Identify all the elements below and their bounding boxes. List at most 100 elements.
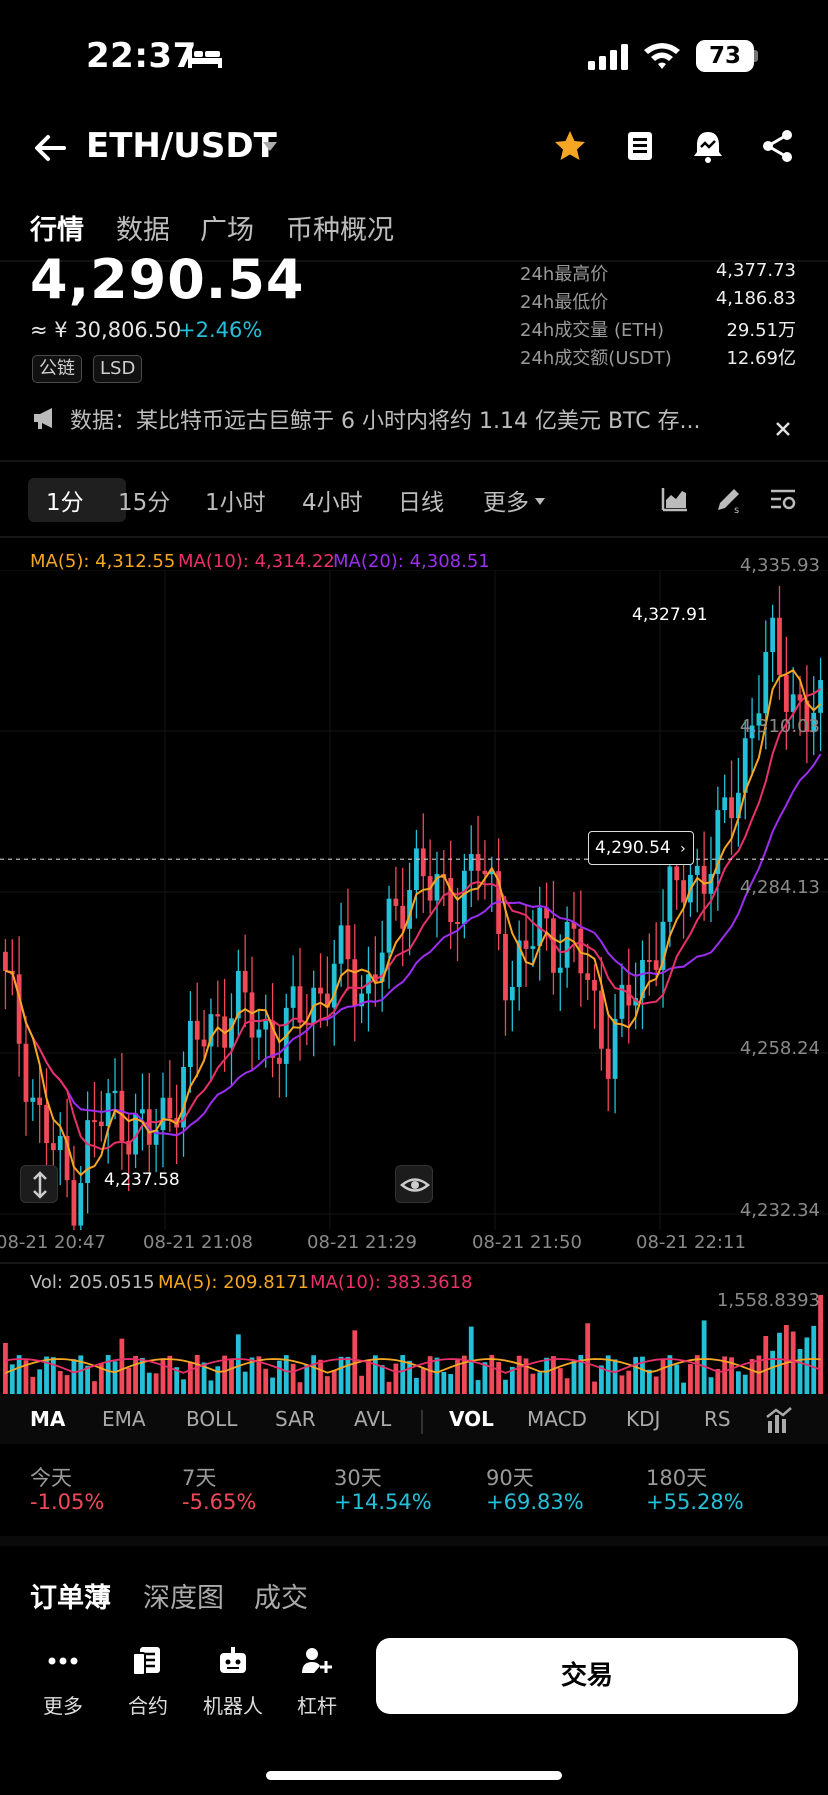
volume-bar — [242, 1371, 248, 1395]
volume-ma5-legend: MA(5): 209.8171 — [158, 1272, 310, 1293]
tab-order-book[interactable]: 订单薄 — [30, 1583, 111, 1614]
candle-body — [653, 960, 659, 970]
indicator-avl[interactable]: AVL — [354, 1407, 392, 1431]
indicator-macd[interactable]: MACD — [527, 1407, 587, 1431]
interval-1d[interactable]: 日线 — [398, 490, 444, 516]
volume-bar — [653, 1376, 659, 1395]
candle-body — [585, 973, 591, 980]
leverage-icon[interactable] — [300, 1645, 334, 1677]
indicator-ma[interactable]: MA — [30, 1407, 66, 1431]
volume-bar — [126, 1367, 132, 1395]
candle-body — [345, 925, 351, 960]
candle-body — [277, 1057, 282, 1064]
indicator-settings-icon[interactable] — [764, 1405, 794, 1435]
volume-bar — [544, 1357, 549, 1395]
volume-bar — [592, 1381, 597, 1395]
volume-bar — [777, 1332, 782, 1395]
trade-button[interactable]: 交易 — [376, 1638, 798, 1714]
volume-bar — [770, 1350, 776, 1395]
visibility-toggle-button[interactable] — [395, 1165, 433, 1203]
interval-1m[interactable]: 1分 — [46, 490, 84, 516]
interval-4h[interactable]: 4小时 — [302, 490, 363, 516]
news-ticker[interactable]: 数据：某比特币远古巨鲸于 6 小时内将约 1.14 亿美元 BTC 存... — [70, 409, 701, 434]
zoom-toggle-button[interactable] — [20, 1165, 58, 1203]
chevron-down-icon[interactable] — [534, 496, 546, 506]
favorite-star-icon[interactable] — [552, 128, 588, 164]
candle-body — [167, 1097, 173, 1119]
robot-icon[interactable] — [216, 1645, 250, 1677]
candle-body — [64, 1136, 70, 1181]
volume-bar — [85, 1365, 91, 1395]
perf-value: +69.83% — [486, 1490, 584, 1514]
candle-body — [434, 874, 440, 901]
candle-body — [112, 1090, 118, 1094]
indicator-kdj[interactable]: KDJ — [626, 1407, 661, 1431]
tab-data[interactable]: 数据 — [116, 215, 170, 246]
indicator-ema[interactable]: EMA — [102, 1407, 146, 1431]
volume-bar — [578, 1355, 584, 1395]
candle-body — [215, 1014, 221, 1017]
candle-body — [804, 700, 810, 732]
interval-more[interactable]: 更多 — [483, 490, 529, 516]
tab-square[interactable]: 广场 — [200, 215, 254, 246]
indicator-sar[interactable]: SAR — [275, 1407, 316, 1431]
volume-bar — [742, 1374, 748, 1395]
volume-bar — [229, 1358, 234, 1395]
nav-bots-label[interactable]: 机器人 — [203, 1694, 263, 1718]
candle-body — [44, 1105, 49, 1144]
draw-pen-icon[interactable]: s — [714, 484, 744, 514]
volume-bar — [194, 1355, 200, 1395]
back-arrow-icon[interactable] — [30, 128, 70, 168]
interval-15m[interactable]: 15分 — [118, 490, 171, 516]
nav-leverage-label[interactable]: 杠杆 — [297, 1694, 337, 1718]
contract-icon[interactable] — [130, 1645, 164, 1677]
close-icon[interactable] — [774, 420, 792, 438]
volume-bar — [455, 1358, 460, 1395]
tab-trades[interactable]: 成交 — [254, 1583, 308, 1614]
volume-bar — [427, 1356, 433, 1395]
chevron-right-icon: › — [680, 841, 686, 857]
cellular-signal-icon — [588, 44, 628, 70]
notes-icon[interactable] — [622, 128, 658, 164]
candle-body — [400, 905, 406, 929]
candle-body — [85, 1120, 91, 1184]
chart-settings-icon[interactable] — [768, 484, 798, 514]
x-tick-label: 08-21 21:50 — [472, 1232, 582, 1253]
candle-body — [57, 1136, 63, 1151]
candlestick-chart[interactable] — [0, 570, 828, 1230]
candle-body — [735, 792, 741, 819]
volume-bar — [735, 1371, 741, 1395]
price-alert-bell-icon[interactable] — [690, 128, 726, 164]
tab-coin-overview[interactable]: 币种概况 — [286, 215, 394, 246]
more-dots-icon[interactable] — [46, 1645, 80, 1677]
candle-body — [715, 810, 721, 874]
volume-bar — [715, 1369, 721, 1395]
volume-bar — [701, 1320, 707, 1395]
volume-bar — [790, 1331, 796, 1395]
candle-body — [290, 986, 296, 1008]
indicator-vol[interactable]: VOL — [449, 1407, 494, 1431]
volume-bar — [461, 1355, 467, 1395]
last-price: 4,290.54 — [30, 248, 305, 311]
candle-body — [694, 865, 700, 875]
interval-1h[interactable]: 1小时 — [205, 490, 266, 516]
candle-body — [564, 921, 570, 968]
pair-title[interactable]: ETH/USDT — [86, 126, 277, 166]
candle-body — [133, 1113, 138, 1155]
volume-bar — [222, 1355, 228, 1395]
tab-depth-chart[interactable]: 深度图 — [143, 1583, 224, 1614]
nav-more-label[interactable]: 更多 — [43, 1694, 83, 1718]
indicator-boll[interactable]: BOLL — [186, 1407, 238, 1431]
y-tick-label: 4,258.24 — [739, 1038, 820, 1059]
nav-contract-label[interactable]: 合约 — [128, 1694, 168, 1718]
share-icon[interactable] — [760, 128, 796, 164]
candle-body — [640, 960, 645, 999]
tag-public-chain[interactable]: 公链 — [32, 355, 82, 383]
chevron-down-icon[interactable] — [262, 140, 278, 152]
volume-bar — [146, 1372, 152, 1395]
chart-type-icon[interactable] — [660, 484, 690, 514]
indicator-rsi[interactable]: RS — [704, 1407, 731, 1431]
last-price-marker[interactable]: 4,290.54 › — [588, 831, 694, 865]
tag-lsd[interactable]: LSD — [93, 355, 143, 383]
tab-market[interactable]: 行情 — [30, 215, 84, 246]
